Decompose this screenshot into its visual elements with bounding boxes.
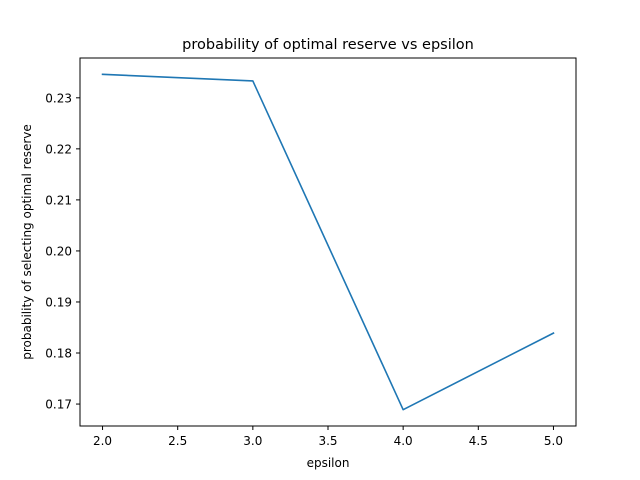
y-tick-label: 0.23 bbox=[45, 91, 72, 105]
y-tick-label: 0.21 bbox=[45, 193, 72, 207]
series-layer bbox=[101, 73, 555, 411]
x-axis-label: epsilon bbox=[307, 456, 350, 470]
x-tick-label: 3.0 bbox=[243, 434, 262, 448]
y-axis-label: probability of selecting optimal reserve bbox=[20, 124, 34, 360]
x-axis-ticks: 2.0 2.5 3.0 3.5 4.0 4.5 5.0 bbox=[93, 426, 563, 448]
x-tick-label: 4.5 bbox=[469, 434, 488, 448]
y-tick-label: 0.18 bbox=[45, 347, 72, 361]
x-tick-label: 2.0 bbox=[93, 434, 112, 448]
x-tick-label: 5.0 bbox=[544, 434, 563, 448]
x-tick-label: 4.0 bbox=[394, 434, 413, 448]
y-tick-label: 0.17 bbox=[45, 398, 72, 412]
plot-area bbox=[80, 58, 576, 426]
x-tick-label: 2.5 bbox=[168, 434, 187, 448]
y-tick-label: 0.22 bbox=[45, 142, 72, 156]
plot-frame bbox=[79, 57, 577, 427]
chart-title: probability of optimal reserve vs epsilo… bbox=[182, 37, 474, 53]
y-tick-label: 0.20 bbox=[45, 244, 72, 258]
y-axis-ticks: 0.17 0.18 0.19 0.20 0.21 0.22 0.23 bbox=[45, 91, 80, 412]
y-tick-label: 0.19 bbox=[45, 295, 72, 309]
x-tick-label: 3.5 bbox=[318, 434, 337, 448]
series-line bbox=[101, 73, 555, 411]
